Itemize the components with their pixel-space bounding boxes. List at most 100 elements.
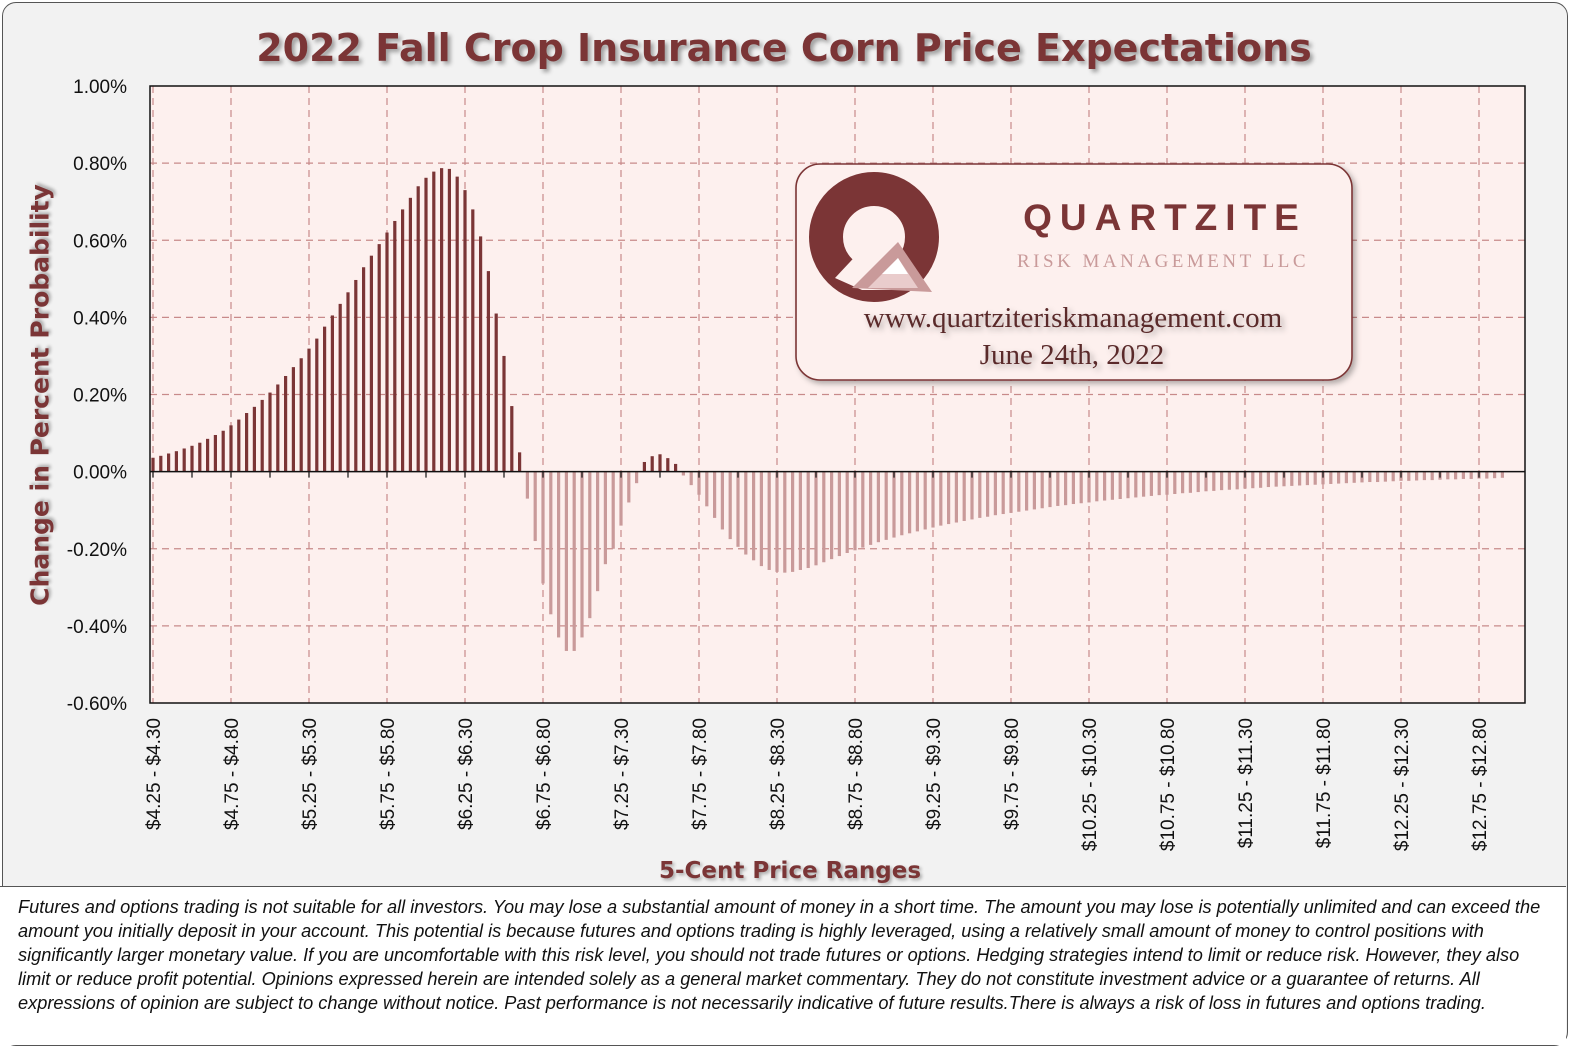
bar xyxy=(1040,471,1044,509)
bar xyxy=(541,471,545,584)
bar xyxy=(978,471,982,518)
bar xyxy=(705,471,709,507)
bar xyxy=(1048,471,1052,508)
bar xyxy=(338,303,342,472)
bar xyxy=(1298,471,1302,486)
disclaimer-panel: Futures and options trading is not suita… xyxy=(0,886,1566,1045)
bar xyxy=(1095,471,1099,502)
bar xyxy=(1087,471,1091,503)
bar xyxy=(1181,471,1185,494)
bar xyxy=(830,471,834,560)
bar xyxy=(369,255,373,472)
bar xyxy=(408,197,412,472)
bar xyxy=(853,471,857,551)
bar xyxy=(588,471,592,619)
bar xyxy=(752,471,756,561)
bar xyxy=(720,471,724,530)
x-tick-label: $11.25 - $11.30 xyxy=(1236,718,1257,848)
y-axis-title: Change in Percent Probability xyxy=(25,184,55,606)
bar xyxy=(549,471,553,615)
bar xyxy=(1282,471,1286,487)
bar xyxy=(330,315,334,472)
bar xyxy=(564,471,568,651)
x-tick-labels: $4.25 - $4.30 $4.75 - $4.80 $5.25 - $5.30 $… xyxy=(144,718,1491,851)
bar xyxy=(1500,471,1504,478)
bar xyxy=(510,406,514,472)
bar xyxy=(642,461,646,472)
zero-axis-ticks xyxy=(152,471,1480,478)
x-tick-label: $9.75 - $9.80 xyxy=(1002,718,1023,830)
bar xyxy=(424,177,428,472)
bar xyxy=(1165,471,1169,495)
bar xyxy=(572,471,576,651)
bar xyxy=(798,471,802,570)
bar xyxy=(455,176,459,472)
bar xyxy=(947,471,951,525)
bar xyxy=(440,168,444,472)
bar xyxy=(635,471,639,484)
bar xyxy=(525,471,529,499)
bar xyxy=(486,271,490,472)
bar xyxy=(627,471,631,503)
bar xyxy=(401,209,405,472)
bar xyxy=(1383,471,1387,482)
disclaimer-text: Futures and options trading is not suita… xyxy=(18,897,1541,1013)
bar xyxy=(346,292,350,472)
bar xyxy=(1422,471,1426,481)
bar xyxy=(1056,471,1060,506)
bar xyxy=(666,458,670,472)
bar xyxy=(689,471,693,486)
bar xyxy=(869,471,873,545)
bar xyxy=(471,209,475,472)
bar xyxy=(1259,471,1263,488)
y-tick-label: 0.80% xyxy=(73,154,127,175)
x-tick-label: $8.75 - $8.80 xyxy=(846,718,867,830)
bar xyxy=(876,471,880,543)
bar xyxy=(174,451,178,472)
bar xyxy=(900,471,904,536)
bar xyxy=(1157,471,1161,496)
bar xyxy=(915,471,919,532)
plot-border xyxy=(149,85,1526,704)
x-tick-label: $7.75 - $7.80 xyxy=(690,718,711,830)
bar xyxy=(1469,471,1473,479)
bar xyxy=(1415,471,1419,481)
bar xyxy=(182,448,186,472)
bar xyxy=(1173,471,1177,494)
bar xyxy=(213,434,217,472)
bar xyxy=(1204,471,1208,492)
bar xyxy=(1321,471,1325,485)
bar xyxy=(962,471,966,521)
bar xyxy=(229,425,233,472)
bar xyxy=(447,168,451,472)
bar xyxy=(1461,471,1465,479)
bar xyxy=(315,338,319,472)
bar xyxy=(658,454,662,472)
bar xyxy=(385,232,389,472)
bar xyxy=(1251,471,1255,489)
bar xyxy=(198,442,202,472)
bar xyxy=(323,326,327,472)
bar xyxy=(533,471,537,542)
logo-box: QUARTZITE RISK MANAGEMENT LLC www.quartz… xyxy=(795,163,1353,381)
y-tick-label: 0.60% xyxy=(73,231,127,252)
bar xyxy=(580,471,584,638)
bar xyxy=(276,384,280,472)
bar xyxy=(1274,471,1278,487)
logo-date: June 24th, 2022 xyxy=(980,339,1164,371)
bar xyxy=(190,445,194,472)
bar xyxy=(1337,471,1341,484)
bar xyxy=(1446,471,1450,480)
bar xyxy=(1430,471,1434,481)
bar xyxy=(923,471,927,530)
bar xyxy=(307,348,311,472)
bar xyxy=(1212,471,1216,491)
bar xyxy=(674,463,678,472)
chart-title: 2022 Fall Crop Insurance Corn Price Expe… xyxy=(256,26,1312,70)
x-axis-title: 5-Cent Price Ranges xyxy=(658,858,922,884)
bar xyxy=(837,471,841,557)
y-tick-label: 0.40% xyxy=(73,308,127,329)
x-tick-label: $10.25 - $10.30 xyxy=(1080,718,1101,851)
bar xyxy=(1407,471,1411,481)
bar xyxy=(354,279,358,472)
